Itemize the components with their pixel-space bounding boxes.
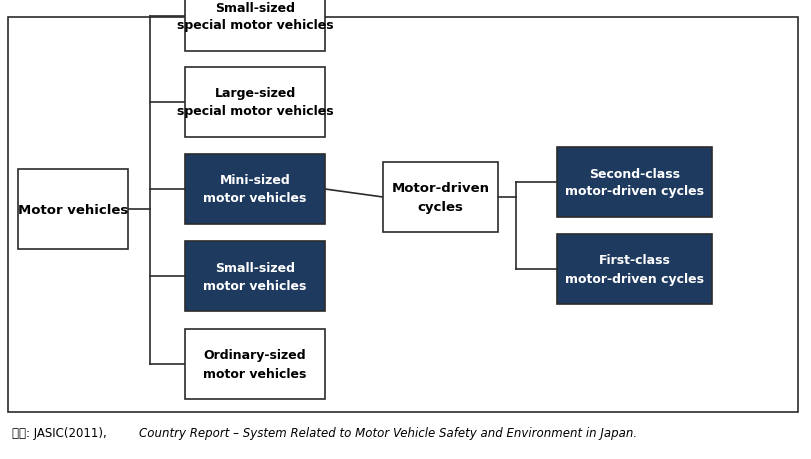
Text: Second-class
motor-driven cycles: Second-class motor-driven cycles <box>564 167 703 198</box>
Text: Country Report – System Related to Motor Vehicle Safety and Environment in Japan: Country Report – System Related to Motor… <box>139 426 637 439</box>
Text: Small-sized
motor vehicles: Small-sized motor vehicles <box>203 261 307 292</box>
FancyBboxPatch shape <box>185 155 324 224</box>
Text: Small-sized
special motor vehicles: Small-sized special motor vehicles <box>177 1 333 33</box>
FancyBboxPatch shape <box>185 0 324 52</box>
FancyBboxPatch shape <box>383 162 497 233</box>
FancyBboxPatch shape <box>185 329 324 399</box>
FancyBboxPatch shape <box>185 241 324 311</box>
Text: First-class
motor-driven cycles: First-class motor-driven cycles <box>564 254 703 285</box>
FancyBboxPatch shape <box>556 235 711 304</box>
Text: Motor-driven
cycles: Motor-driven cycles <box>391 182 489 213</box>
FancyBboxPatch shape <box>8 18 797 412</box>
FancyBboxPatch shape <box>556 148 711 218</box>
Text: Motor vehicles: Motor vehicles <box>18 203 128 216</box>
Text: Large-sized
special motor vehicles: Large-sized special motor vehicles <box>177 87 333 118</box>
Text: Mini-sized
motor vehicles: Mini-sized motor vehicles <box>203 174 307 205</box>
Text: Ordinary-sized
motor vehicles: Ordinary-sized motor vehicles <box>203 349 307 380</box>
FancyBboxPatch shape <box>18 170 128 249</box>
FancyBboxPatch shape <box>185 68 324 138</box>
Text: 자료: JASIC(2011),: 자료: JASIC(2011), <box>12 426 110 439</box>
